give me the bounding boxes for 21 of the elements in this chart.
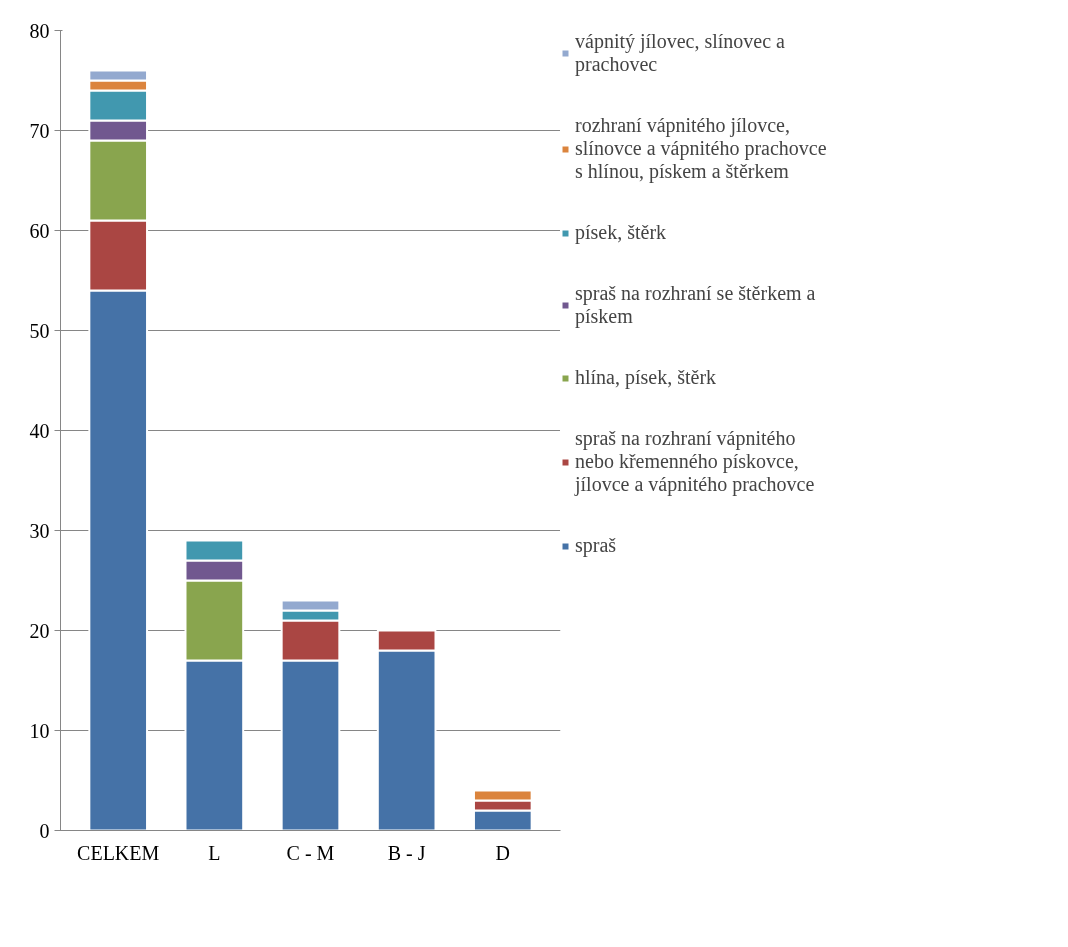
y-tick-label: 30 [29, 519, 50, 542]
y-tick-label: 80 [29, 19, 50, 42]
y-tick-label: 70 [29, 119, 50, 142]
y-tick-label: 50 [29, 319, 50, 342]
y-tick-label: 60 [29, 219, 50, 242]
y-tick-label: 20 [29, 619, 50, 642]
y-tick-label: 0 [39, 819, 50, 842]
legend-label: spraš na rozhraní se štěrkem a pískem [575, 282, 816, 328]
y-tick-label: 40 [29, 419, 50, 442]
legend-label: rozhraní vápnitého jílovce, slínovce a vápnitého prachovce s hlínou, pískem a štěrkem [575, 114, 827, 183]
x-tick-label: B - J [387, 841, 426, 864]
y-tick-label: 10 [29, 719, 50, 742]
legend-label: písek, štěrk [575, 221, 667, 244]
x-tick-label: C - M [286, 841, 335, 864]
legend-label: spraš [575, 534, 617, 557]
legend-label: spraš na rozhraní vápnitého nebo křemenného pískovce, jílovce a vápnitého prachovce [575, 427, 815, 496]
legend-label: hlína, písek, štěrk [575, 366, 717, 389]
legend-label: vápnitý jílovec, slínovec a prachovec [575, 30, 785, 76]
x-tick-label: L [208, 841, 221, 864]
x-tick-label: CELKEM [77, 841, 160, 864]
x-tick-label: D [495, 841, 511, 864]
